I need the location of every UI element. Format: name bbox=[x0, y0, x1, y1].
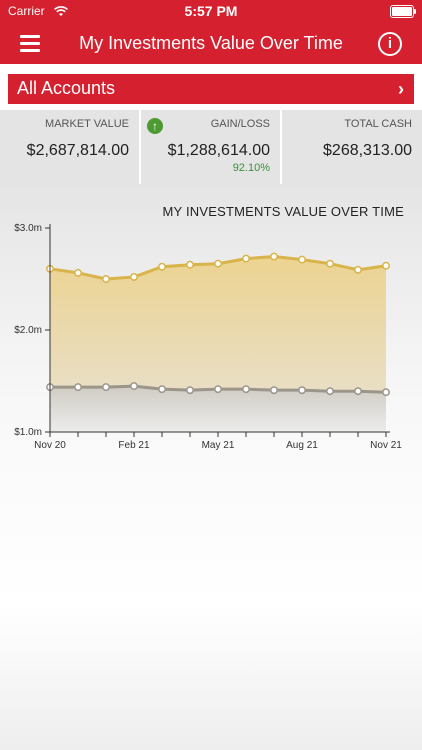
hamburger-menu-icon[interactable] bbox=[20, 35, 40, 52]
chevron-right-icon: › bbox=[398, 79, 404, 99]
info-icon[interactable]: i bbox=[378, 32, 402, 56]
x-tick-label: Nov 20 bbox=[34, 440, 66, 451]
gray-series-point bbox=[186, 386, 194, 395]
wifi-icon bbox=[54, 4, 68, 22]
gray-series-point bbox=[382, 388, 390, 397]
gray-series-point bbox=[214, 385, 222, 394]
gain-loss-label: GAIN/LOSS bbox=[210, 118, 270, 130]
gold-series-point bbox=[242, 254, 250, 263]
gray-series-point bbox=[242, 385, 250, 394]
page-title: My Investments Value Over Time bbox=[79, 33, 343, 53]
status-bar: Carrier 5:57 PM bbox=[0, 0, 422, 24]
gold-series-point bbox=[186, 260, 194, 269]
gold-series-point bbox=[382, 261, 390, 270]
total-cash-label: TOTAL CASH bbox=[344, 118, 412, 130]
battery-icon bbox=[390, 5, 416, 18]
gold-series-point bbox=[326, 259, 334, 268]
gold-series-point bbox=[354, 265, 362, 274]
total-cash-amount: $268,313.00 bbox=[323, 142, 412, 159]
account-selector[interactable]: All Accounts › bbox=[8, 74, 414, 104]
gold-series-point bbox=[74, 268, 82, 277]
y-tick-label: $1.0m bbox=[14, 427, 42, 438]
gold-series-point bbox=[214, 259, 222, 268]
market-value-label: MARKET VALUE bbox=[45, 118, 129, 130]
gold-series-point bbox=[298, 255, 306, 264]
account-selector-label: All Accounts bbox=[17, 78, 116, 98]
gain-loss-amount: $1,288,614.00 bbox=[167, 142, 270, 159]
chart-title: MY INVESTMENTS VALUE OVER TIME bbox=[162, 204, 404, 219]
y-tick-label: $3.0m bbox=[14, 223, 42, 234]
gold-series-point bbox=[130, 273, 138, 281]
clock-time: 5:57 PM bbox=[184, 3, 238, 19]
gold-series-point bbox=[158, 262, 166, 271]
carrier-label: Carrier bbox=[8, 4, 45, 18]
summary-panels: MARKET VALUE $2,687,814.00 ↑ GAIN/LOSS $… bbox=[0, 110, 422, 184]
gain-loss-panel: ↑ GAIN/LOSS $1,288,614.00 92.10% bbox=[141, 110, 280, 184]
gold-series-point bbox=[102, 275, 110, 283]
gray-series-point bbox=[270, 386, 278, 395]
market-value-panel: MARKET VALUE $2,687,814.00 bbox=[0, 110, 139, 184]
x-tick-label: Aug 21 bbox=[286, 440, 318, 451]
gray-series-point bbox=[326, 387, 334, 396]
gain-loss-percent: 92.10% bbox=[232, 162, 270, 174]
market-value-amount: $2,687,814.00 bbox=[26, 142, 129, 159]
gray-series-area bbox=[50, 386, 386, 432]
gray-series-point bbox=[102, 383, 110, 392]
up-arrow-icon: ↑ bbox=[147, 118, 163, 134]
x-tick-label: Feb 21 bbox=[118, 440, 150, 451]
gray-series-point bbox=[130, 382, 138, 391]
total-cash-panel: TOTAL CASH $268,313.00 bbox=[282, 110, 422, 184]
gold-series-point bbox=[270, 252, 278, 261]
gray-series-point bbox=[158, 385, 166, 394]
gray-series-point bbox=[354, 387, 362, 396]
x-tick-label: May 21 bbox=[202, 440, 235, 451]
gray-series-point bbox=[298, 386, 306, 395]
x-tick-label: Nov 21 bbox=[370, 440, 402, 451]
investments-chart: $3.0m $2.0m $1.0m Nov 20 Feb 21 May 21 Aug 21 N… bbox=[14, 223, 402, 451]
y-tick-label: $2.0m bbox=[14, 325, 42, 336]
gray-series-point bbox=[74, 383, 82, 392]
nav-bar: My Investments Value Over Time i bbox=[0, 24, 422, 64]
